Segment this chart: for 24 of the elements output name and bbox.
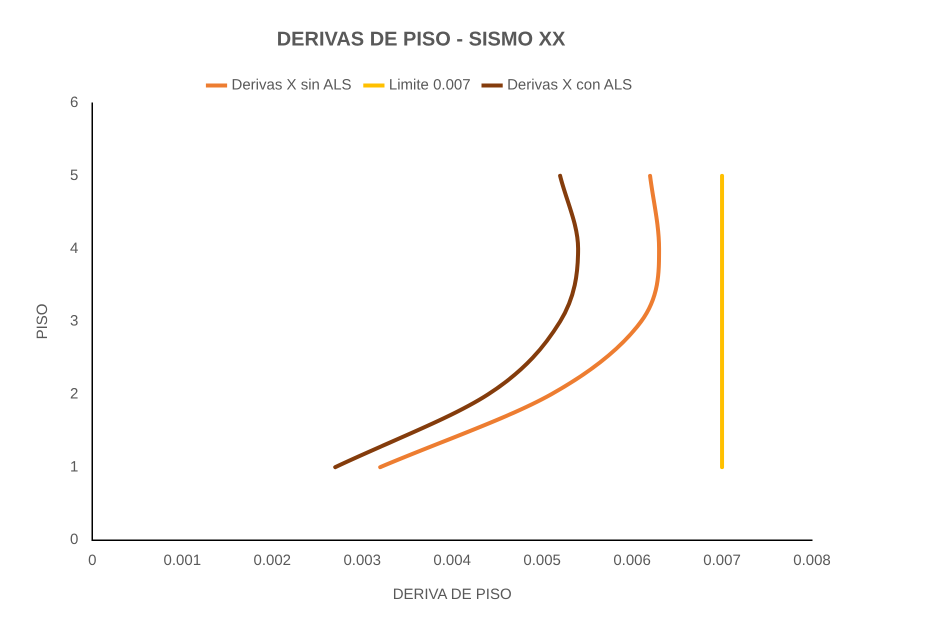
chart-title: DERIVAS DE PISO - SISMO XX bbox=[276, 28, 566, 51]
x-tick-label: 0.003 bbox=[343, 552, 381, 570]
line-series bbox=[333, 174, 580, 470]
legend-label: Derivas X con ALS bbox=[507, 76, 632, 94]
x-tick-label: 0 bbox=[88, 552, 97, 570]
x-tick-label: 0.007 bbox=[703, 552, 741, 570]
legend-label: Limite 0.007 bbox=[388, 76, 471, 94]
x-tick-label: 0.002 bbox=[253, 552, 292, 570]
y-tick-label: 5 bbox=[70, 166, 78, 184]
x-tick-label: 0.005 bbox=[523, 552, 561, 570]
y-axis-title: PISO bbox=[34, 304, 52, 340]
line-series bbox=[378, 174, 662, 470]
x-tick-label: 0.004 bbox=[433, 552, 471, 570]
x-axis-title: DERIVA DE PISO bbox=[392, 586, 512, 604]
y-tick-label: 0 bbox=[70, 531, 78, 548]
y-tick-label: 4 bbox=[70, 240, 78, 257]
x-tick-label: 0.001 bbox=[164, 552, 202, 570]
y-tick-label: 6 bbox=[70, 94, 78, 112]
y-tick-label: 2 bbox=[70, 385, 78, 402]
y-tick-label: 1 bbox=[70, 458, 78, 476]
x-tick-label: 0.008 bbox=[793, 552, 831, 570]
x-tick-label: 0.006 bbox=[613, 552, 651, 570]
legend-label: Derivas X sin ALS bbox=[232, 76, 352, 94]
y-tick-label: 3 bbox=[70, 312, 78, 330]
